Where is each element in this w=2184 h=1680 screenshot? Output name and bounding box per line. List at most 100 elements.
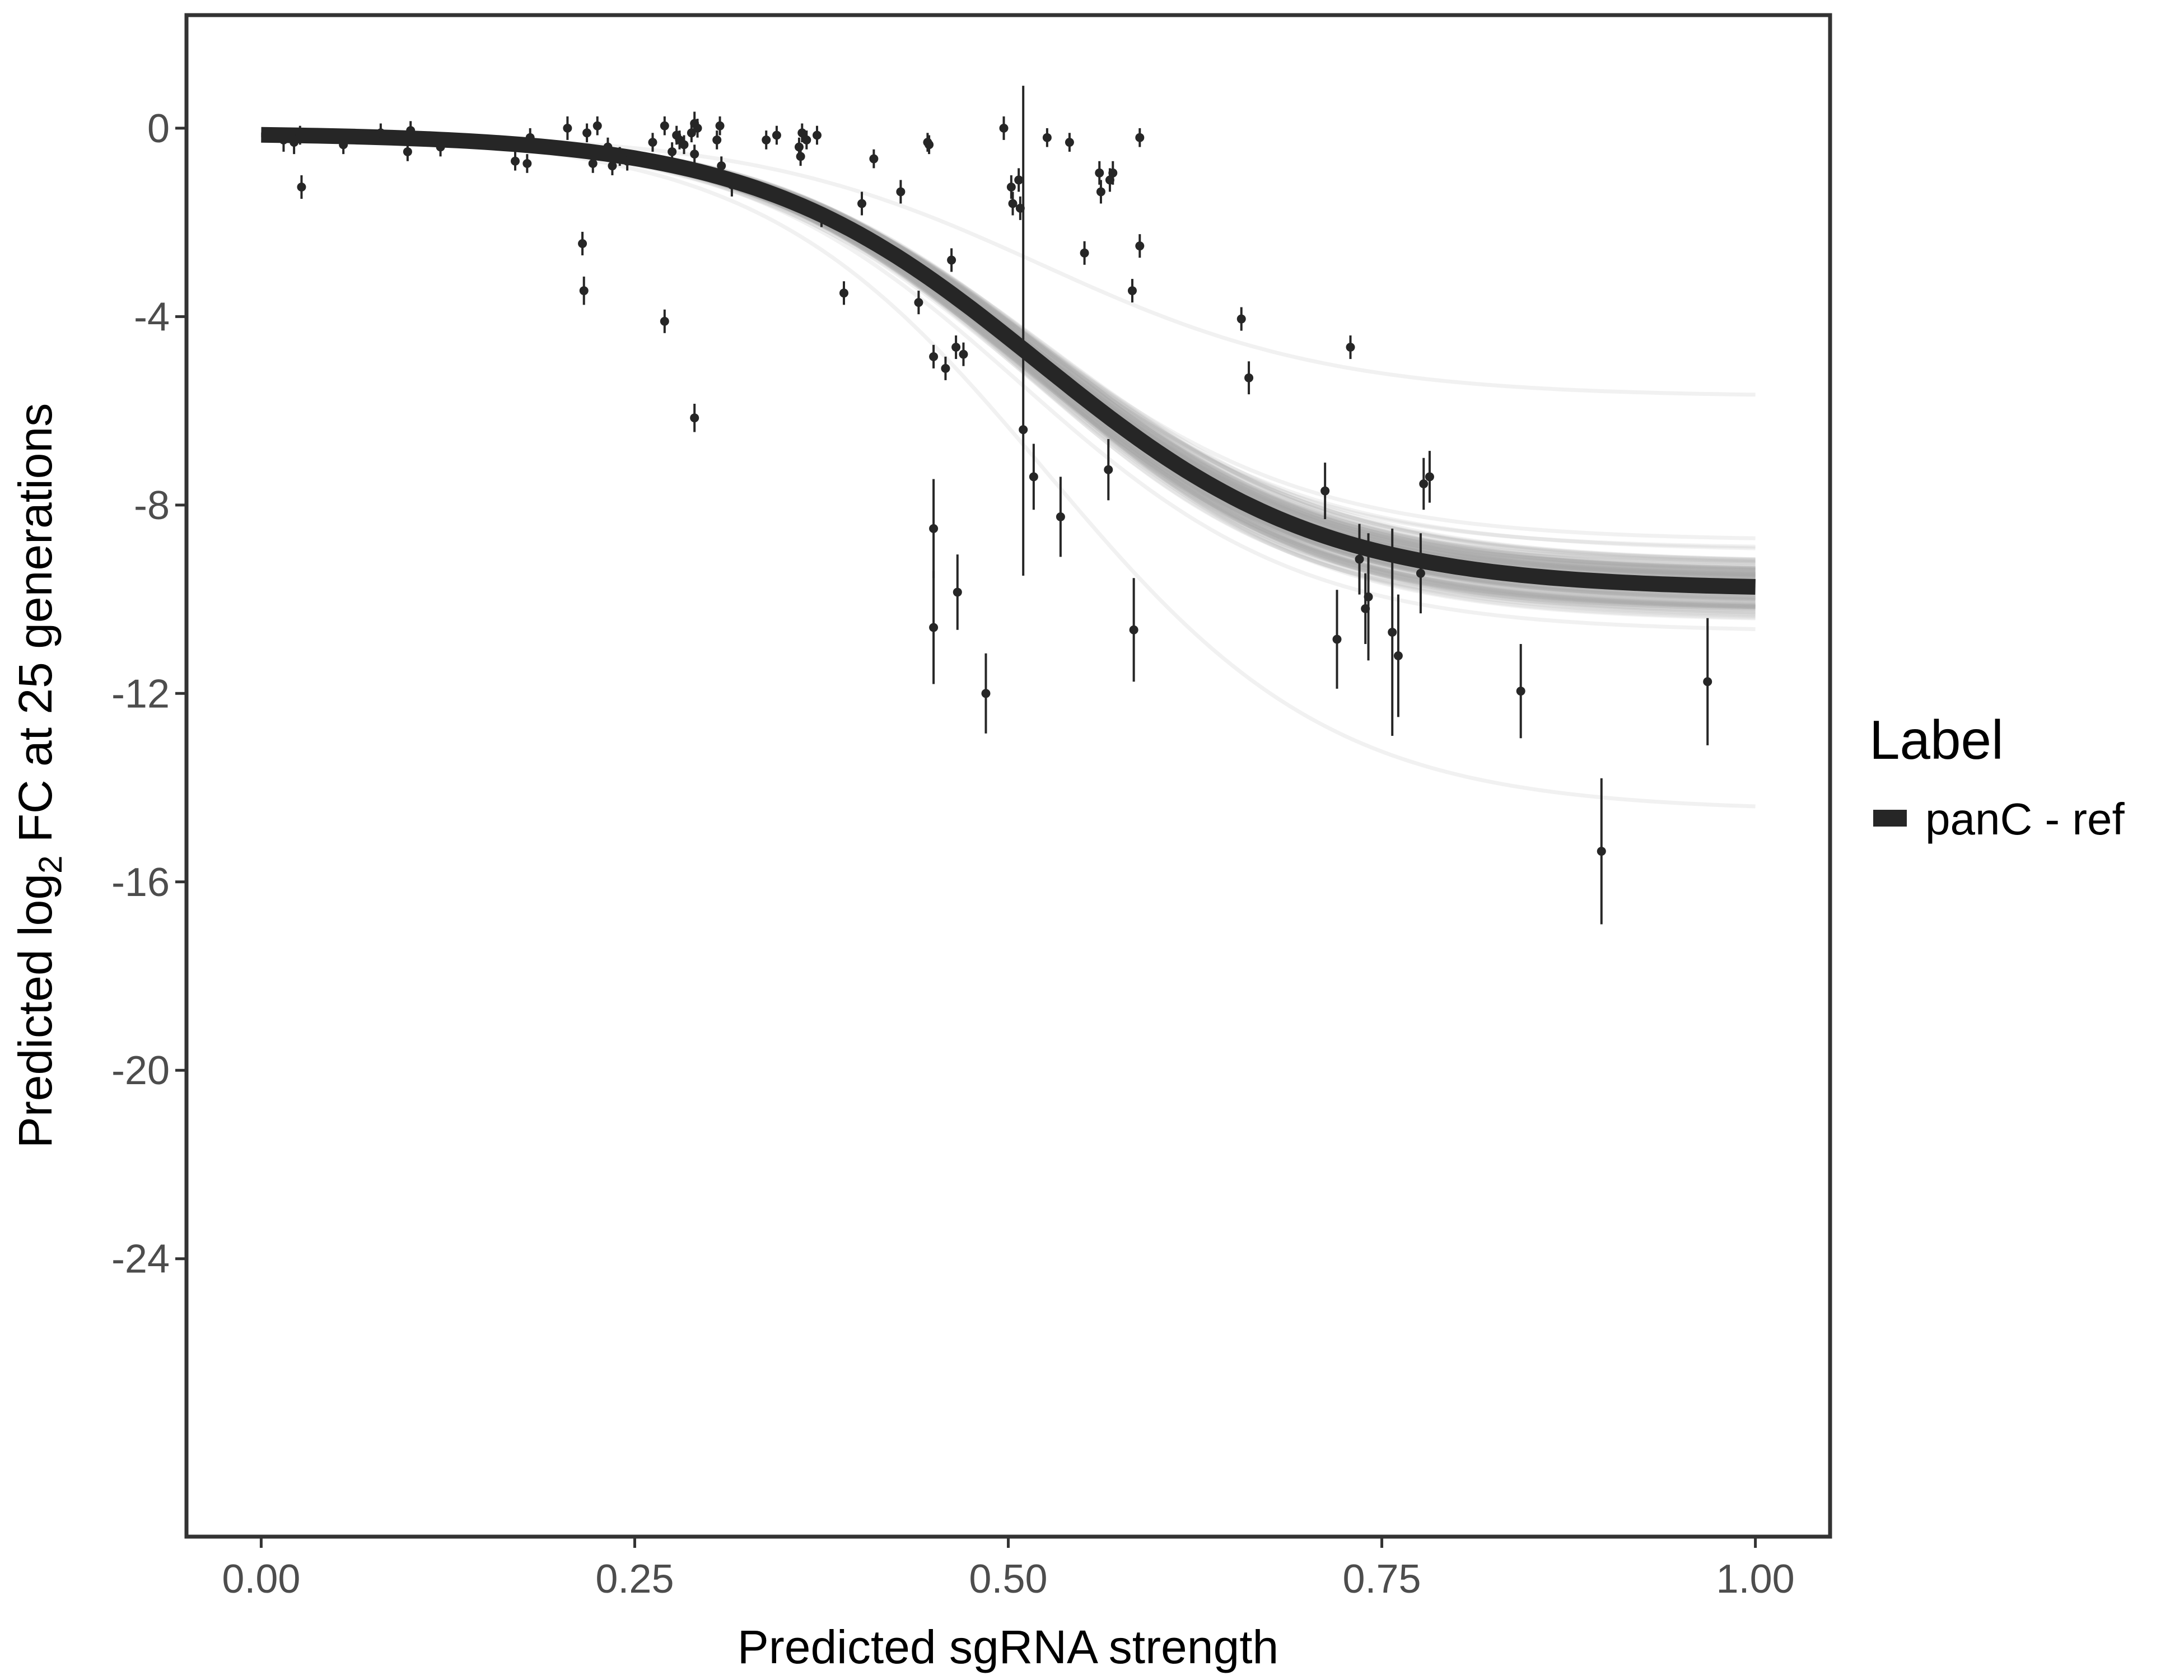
data-point-group <box>1042 128 1052 147</box>
data-point <box>1108 168 1118 178</box>
data-point <box>623 156 632 166</box>
posterior-curve <box>261 133 1756 597</box>
legend-entry-label: panC - ref <box>1925 794 2125 844</box>
data-point-group <box>717 156 726 175</box>
data-point-group <box>857 192 867 216</box>
data-point-group <box>1065 133 1074 152</box>
data-point <box>295 130 305 140</box>
data-point-group <box>999 116 1009 140</box>
data-point <box>582 128 592 138</box>
data-point <box>668 147 677 156</box>
data-point <box>297 183 306 192</box>
posterior-curve <box>261 132 1756 595</box>
data-point <box>1006 183 1016 192</box>
data-point-group <box>1108 161 1118 185</box>
legend: Label panC - ref <box>1869 709 2125 844</box>
data-point-group <box>925 135 934 155</box>
data-point <box>929 623 939 632</box>
posterior-curve <box>261 133 1756 595</box>
data-point-group <box>951 335 961 360</box>
data-point-group <box>1096 180 1105 204</box>
data-point-group <box>290 130 299 155</box>
x-axis: 0.00 0.25 0.50 0.75 1.00 <box>222 1538 1795 1602</box>
data-point <box>925 140 934 150</box>
data-point <box>717 161 726 171</box>
data-point-group <box>802 130 811 150</box>
data-point <box>981 689 991 698</box>
data-point-group <box>762 130 771 150</box>
data-point <box>1425 472 1434 482</box>
data-point <box>929 524 939 533</box>
data-point-group <box>1014 168 1024 192</box>
data-point <box>1419 479 1429 488</box>
data-point-group <box>715 116 725 136</box>
posterior-curve <box>261 133 1756 605</box>
data-point-group <box>588 154 598 173</box>
data-point-group <box>679 135 689 155</box>
data-point <box>1388 627 1397 637</box>
data-point-group <box>941 356 950 380</box>
posterior-curve <box>261 133 1756 608</box>
data-point <box>436 142 445 152</box>
data-point-group <box>668 142 677 161</box>
data-point-group <box>1425 451 1434 503</box>
data-point-group <box>297 175 306 199</box>
data-point-group <box>406 121 416 140</box>
data-point <box>1056 512 1065 521</box>
data-point <box>869 154 879 164</box>
data-point-group <box>603 137 613 157</box>
data-point <box>1127 286 1137 296</box>
data-point <box>1095 168 1104 178</box>
posterior-curve <box>261 133 1756 619</box>
y-axis: 0 -4 -8 -12 -16 -20 -24 <box>111 106 185 1282</box>
data-point <box>802 135 811 144</box>
data-point-group <box>1127 279 1137 303</box>
data-point-group <box>376 123 385 143</box>
data-point <box>1135 133 1145 142</box>
posterior-curve <box>261 133 1756 599</box>
data-point-group <box>279 128 288 152</box>
data-point-group <box>929 344 939 368</box>
posterior-curve <box>261 133 1756 597</box>
posterior-curve <box>261 133 1756 595</box>
data-point-group <box>1597 778 1606 925</box>
legend-key-swatch <box>1873 810 1907 827</box>
data-point <box>816 213 826 222</box>
x-tick-label: 1.00 <box>1716 1557 1795 1602</box>
posterior-curve <box>261 132 1756 597</box>
data-point <box>1320 486 1330 496</box>
data-point <box>690 413 699 423</box>
data-point-group <box>1355 524 1364 595</box>
fit-curve <box>261 127 1756 595</box>
y-tick-label: -24 <box>111 1237 170 1282</box>
y-axis-title-subscript: 2 <box>32 856 69 874</box>
data-point-group <box>1419 458 1429 510</box>
data-point <box>1129 625 1138 634</box>
data-point <box>1346 343 1355 352</box>
data-point <box>1597 847 1606 856</box>
posterior-curve <box>261 133 1756 598</box>
data-point-group <box>1095 161 1104 185</box>
data-point <box>648 138 657 147</box>
data-point-group <box>579 276 589 305</box>
y-tick-label: -20 <box>111 1048 170 1093</box>
data-point <box>1236 314 1246 324</box>
data-point-group <box>1080 241 1089 265</box>
data-point-group <box>578 231 587 255</box>
posterior-curve <box>261 133 1756 607</box>
data-point <box>929 352 939 361</box>
data-point-group <box>947 248 956 272</box>
x-tick-label: 0.75 <box>1342 1557 1421 1602</box>
data-point <box>1355 554 1364 564</box>
data-point-group <box>1056 477 1065 557</box>
data-point <box>951 343 961 352</box>
data-point <box>1135 241 1145 251</box>
data-point <box>339 140 348 150</box>
posterior-curve <box>261 133 1756 595</box>
posterior-curve <box>261 132 1756 594</box>
data-point <box>592 121 602 130</box>
posterior-curve <box>261 133 1756 606</box>
data-point <box>1019 425 1028 435</box>
data-point <box>660 121 669 130</box>
data-point-group <box>1346 335 1355 360</box>
